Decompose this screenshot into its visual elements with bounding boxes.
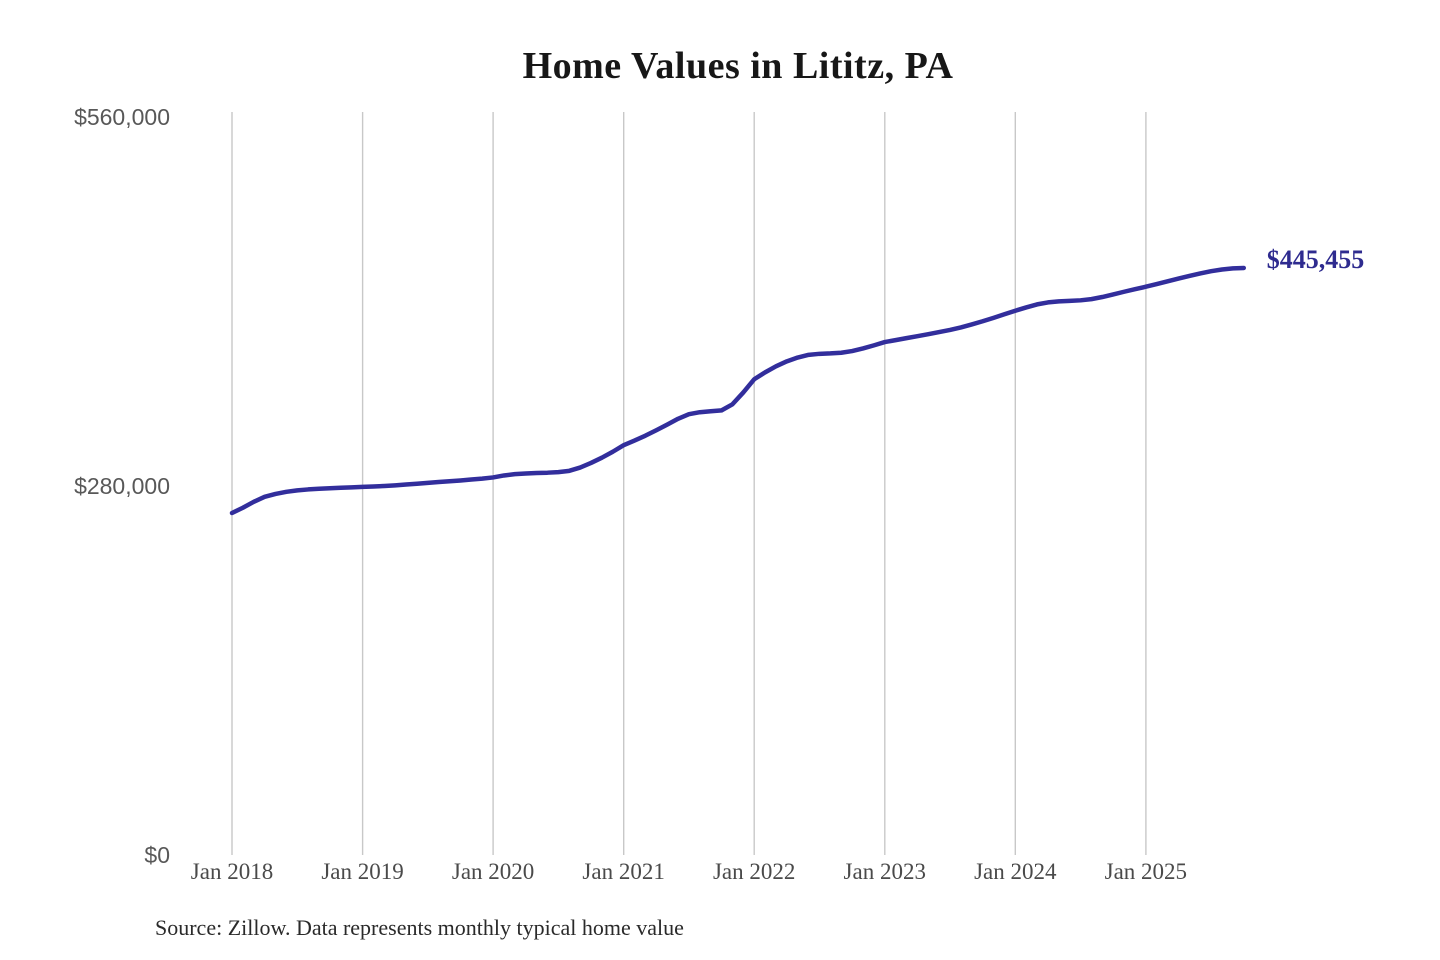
- x-tick-label: Jan 2022: [712, 859, 796, 884]
- current-value-label: $445,455: [1266, 244, 1365, 274]
- x-tick-label: Jan 2020: [451, 859, 535, 884]
- x-tick-label: Jan 2021: [582, 859, 665, 884]
- home-value-series-line: [229, 265, 1247, 516]
- x-tick-label: Jan 2025: [1104, 859, 1188, 884]
- x-tick-label: Jan 2019: [321, 859, 404, 884]
- y-tick-label: $0: [144, 842, 170, 868]
- x-tick-label: Jan 2018: [190, 859, 274, 884]
- x-tick-label: Jan 2023: [843, 859, 926, 884]
- y-tick-label: $280,000: [74, 473, 170, 499]
- x-tick-label: Jan 2024: [974, 859, 1057, 884]
- source-note: Source: Zillow. Data represents monthly …: [155, 915, 684, 940]
- y-tick-label: $560,000: [74, 104, 170, 130]
- chart-title: Home Values in Lititz, PA: [522, 45, 954, 87]
